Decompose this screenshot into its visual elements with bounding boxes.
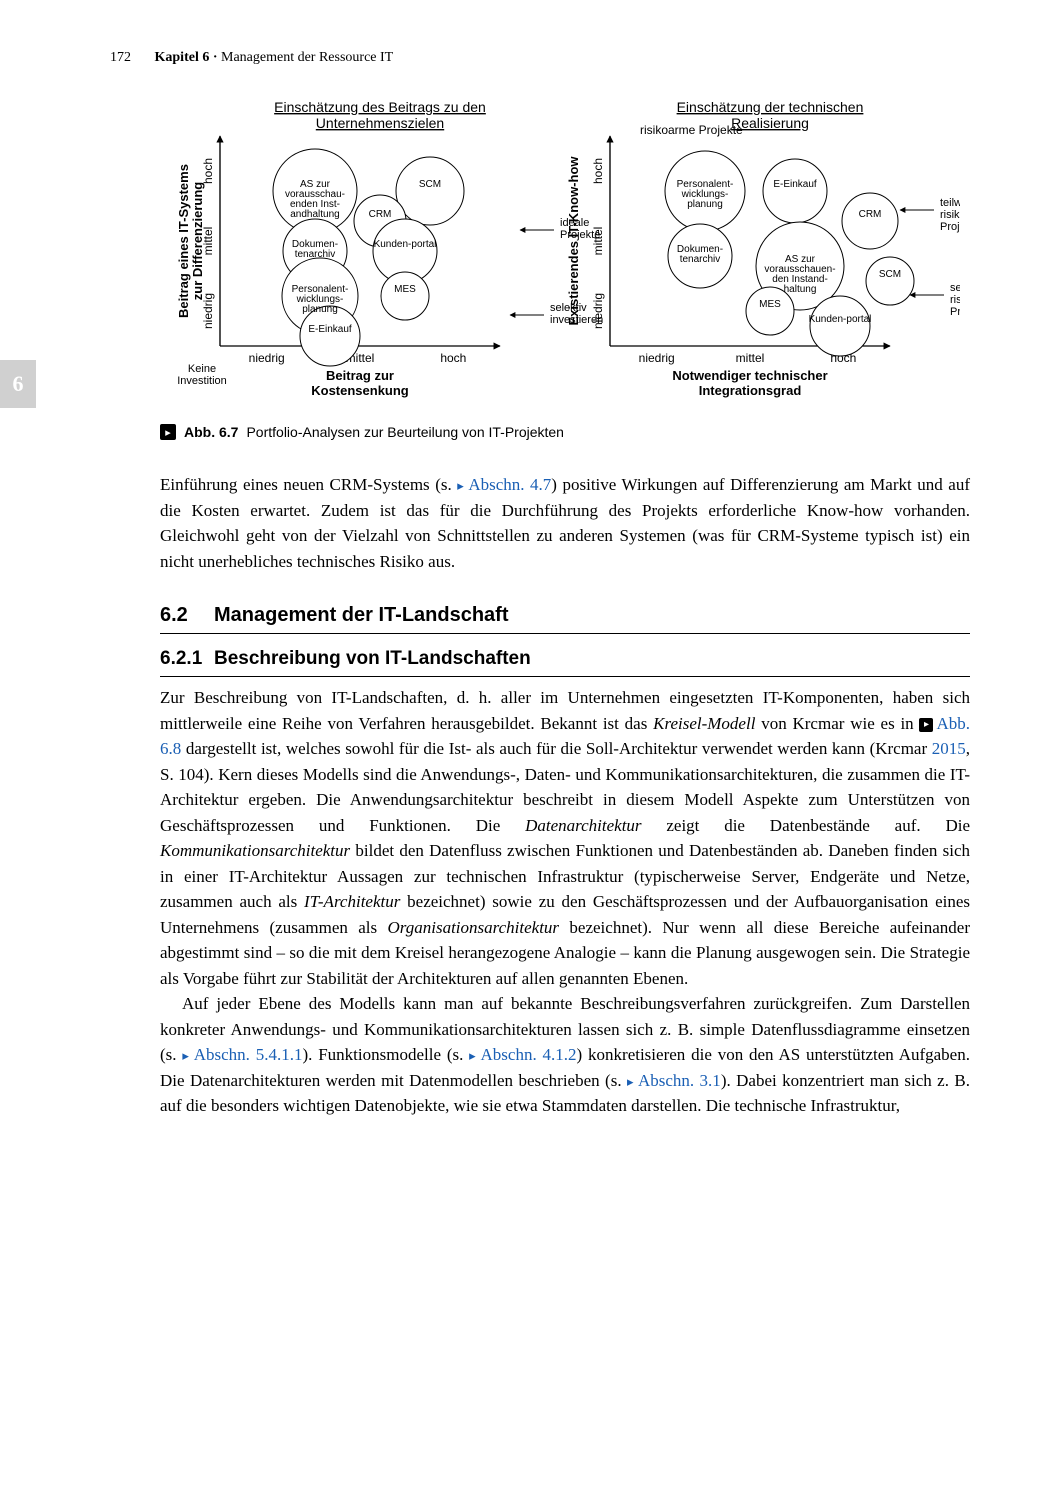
svg-text:Keine: Keine (188, 363, 216, 375)
page-header: 172 Kapitel 6 · Management der Ressource… (40, 50, 970, 66)
p2e: zeigt die Datenbestände auf. Die (642, 816, 970, 835)
svg-text:CRM: CRM (859, 209, 882, 220)
cite-year-2015[interactable]: 2015 (932, 739, 966, 758)
chapter-name: Management der Ressource IT (221, 50, 393, 65)
caption-text: Portfolio-Analysen zur Beurteilung von I… (246, 424, 564, 440)
svg-text:MES: MES (759, 299, 781, 310)
svg-text:E-Einkauf: E-Einkauf (308, 324, 352, 335)
svg-text:hoch: hoch (591, 158, 605, 184)
svg-text:CRM: CRM (369, 209, 392, 220)
svg-text:Einschätzung des Beitrags zu d: Einschätzung des Beitrags zu den (274, 99, 486, 115)
page-number: 172 (110, 50, 131, 66)
link-abschn-4-7[interactable]: Abschn. 4.7 (457, 475, 551, 494)
link-abschn-5-4-1-1[interactable]: Abschn. 5.4.1.1 (182, 1045, 302, 1064)
svg-text:hoch: hoch (201, 158, 215, 184)
svg-text:niedrig: niedrig (591, 293, 605, 329)
svg-text:Dokumen-tenarchiv: Dokumen-tenarchiv (292, 239, 338, 260)
p3b: ). Funktionsmodelle (s. (302, 1045, 469, 1064)
svg-text:E-Einkauf: E-Einkauf (773, 179, 817, 190)
svg-text:Realisierung: Realisierung (731, 115, 809, 131)
svg-text:sehrrisikoreicheProjekte: sehrrisikoreicheProjekte (950, 282, 960, 318)
svg-text:Existierendes IT-Know-how: Existierendes IT-Know-how (566, 156, 581, 326)
chapter-tab: 6 (0, 360, 36, 408)
svg-text:hoch: hoch (440, 351, 466, 365)
svg-text:MES: MES (394, 284, 416, 295)
section-title: Management der IT-Landschaft (214, 604, 509, 627)
svg-text:Einschätzung der technischen: Einschätzung der technischen (677, 99, 864, 115)
section-6-2-heading: 6.2 Management der IT-Landschaft (160, 604, 970, 634)
svg-text:Beitrag eines IT-Systemszur Di: Beitrag eines IT-Systemszur Differenzier… (176, 164, 205, 318)
svg-text:Beitrag zurKostensenkung: Beitrag zurKostensenkung (311, 368, 409, 398)
kreisel-modell: Kreisel-Modell (653, 714, 755, 733)
portfolio-diagram: Einschätzung des Beitrags zu denUnterneh… (160, 96, 960, 406)
svg-text:SCM: SCM (879, 269, 901, 280)
svg-text:Kunden-portal: Kunden-portal (374, 239, 437, 250)
figure-caption: ▸ Abb. 6.7 Portfolio-Analysen zur Beurte… (160, 424, 970, 440)
svg-text:Unternehmenszielen: Unternehmenszielen (316, 115, 444, 131)
body-text-2: Zur Beschreibung von IT-Landschaften, d.… (160, 685, 970, 1119)
figure-icon: ▸ (160, 424, 176, 440)
kommunikationsarchitektur: Kommunikationsarchitektur (160, 841, 350, 860)
subsection-num: 6.2.1 (160, 648, 214, 670)
svg-text:SCM: SCM (419, 179, 441, 190)
svg-text:Kunden-portal: Kunden-portal (809, 314, 872, 325)
svg-text:niedrig: niedrig (639, 351, 675, 365)
svg-text:Notwendiger technischerIntegra: Notwendiger technischerIntegrationsgrad (672, 368, 827, 398)
link-abschn-4-1-2[interactable]: Abschn. 4.1.2 (469, 1045, 576, 1064)
svg-text:risikoarme Projekte: risikoarme Projekte (640, 123, 743, 137)
svg-text:mittel: mittel (591, 227, 605, 256)
section-num: 6.2 (160, 604, 214, 627)
chapter-label: Kapitel 6 · (155, 50, 218, 65)
caption-label: Abb. 6.7 (184, 424, 238, 440)
p2b: von Krcmar wie es in (755, 714, 919, 733)
p2c: dargestellt ist, welches sowohl für die … (181, 739, 932, 758)
subsection-title: Beschreibung von IT-Landschaften (214, 648, 531, 670)
section-6-2-1-heading: 6.2.1 Beschreibung von IT-Landschaften (160, 648, 970, 677)
svg-text:mittel: mittel (736, 351, 765, 365)
figure-ref-icon: ▸ (919, 718, 933, 732)
svg-text:teilweiserisikobehafteteProjek: teilweiserisikobehafteteProjekte (940, 197, 960, 233)
svg-text:Dokumen-tenarchiv: Dokumen-tenarchiv (677, 244, 723, 265)
svg-text:Investition: Investition (177, 375, 227, 387)
organisationsarchitektur: Organisationsarchitektur (387, 918, 559, 937)
datenarchitektur: Datenarchitektur (525, 816, 641, 835)
body-text-1: Einführung eines neuen CRM-Systems (s. A… (160, 472, 970, 574)
it-architektur: IT-Architektur (304, 892, 400, 911)
para1-a: Einführung eines neuen CRM-Systems (s. (160, 475, 457, 494)
svg-text:niedrig: niedrig (249, 351, 285, 365)
link-abschn-3-1[interactable]: Abschn. 3.1 (627, 1071, 721, 1090)
figure-6-7: Einschätzung des Beitrags zu denUnterneh… (160, 96, 970, 406)
